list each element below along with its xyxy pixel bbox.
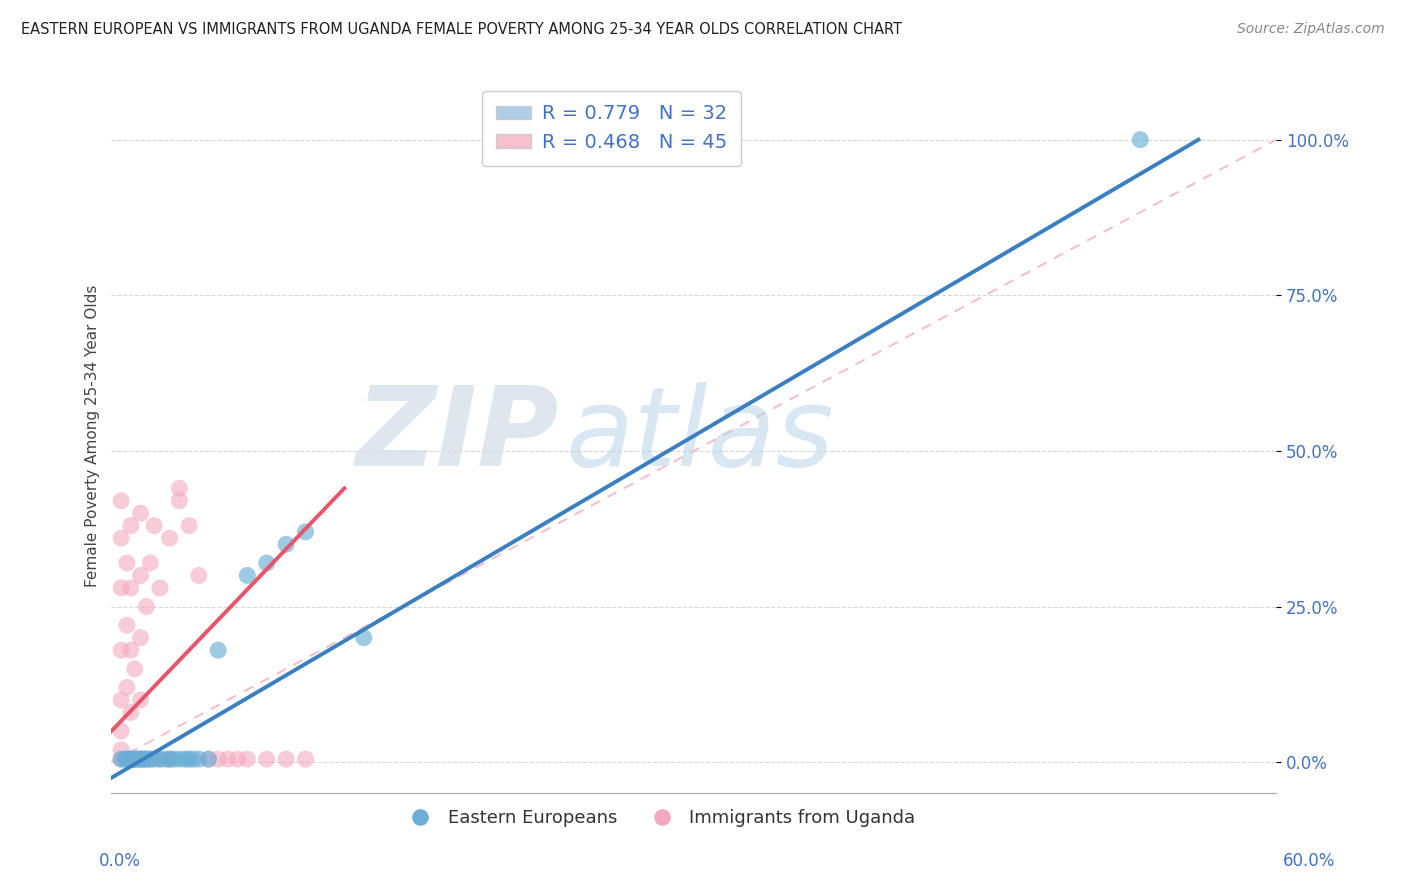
Point — [120, 643, 142, 657]
Point — [115, 681, 138, 695]
Point — [115, 556, 138, 570]
Point — [120, 752, 142, 766]
Point — [274, 752, 297, 766]
Point — [110, 643, 132, 657]
Point — [110, 581, 132, 595]
Point — [118, 752, 141, 766]
Point — [110, 724, 132, 739]
Point — [159, 752, 181, 766]
Point — [159, 531, 181, 545]
Point — [129, 506, 152, 520]
Point — [128, 752, 150, 766]
Point — [162, 752, 184, 766]
Text: ZIP: ZIP — [356, 382, 560, 489]
Point — [139, 752, 162, 766]
Point — [353, 631, 375, 645]
Text: 0.0%: 0.0% — [98, 852, 141, 870]
Point — [120, 581, 142, 595]
Point — [143, 752, 166, 766]
Point — [115, 618, 138, 632]
Point — [115, 752, 138, 766]
Point — [129, 693, 152, 707]
Point — [169, 493, 191, 508]
Point — [120, 518, 142, 533]
Point — [149, 752, 172, 766]
Point — [110, 743, 132, 757]
Y-axis label: Female Poverty Among 25-34 Year Olds: Female Poverty Among 25-34 Year Olds — [86, 285, 100, 587]
Point — [1129, 133, 1152, 147]
Point — [256, 556, 278, 570]
Text: 60.0%: 60.0% — [1284, 852, 1336, 870]
Point — [124, 752, 146, 766]
Point — [197, 752, 219, 766]
Point — [129, 631, 152, 645]
Point — [236, 568, 259, 582]
Point — [139, 752, 162, 766]
Point — [124, 752, 146, 766]
Point — [226, 752, 249, 766]
Point — [121, 752, 143, 766]
Point — [110, 493, 132, 508]
Point — [236, 752, 259, 766]
Point — [139, 556, 162, 570]
Point — [114, 752, 136, 766]
Point — [129, 752, 152, 766]
Point — [274, 537, 297, 551]
Point — [110, 752, 132, 766]
Point — [143, 518, 166, 533]
Point — [177, 752, 200, 766]
Point — [155, 752, 177, 766]
Point — [120, 706, 142, 720]
Point — [131, 752, 153, 766]
Point — [129, 752, 152, 766]
Point — [134, 752, 156, 766]
Point — [110, 693, 132, 707]
Point — [187, 568, 209, 582]
Point — [197, 752, 219, 766]
Point — [135, 599, 157, 614]
Text: EASTERN EUROPEAN VS IMMIGRANTS FROM UGANDA FEMALE POVERTY AMONG 25-34 YEAR OLDS : EASTERN EUROPEAN VS IMMIGRANTS FROM UGAN… — [21, 22, 903, 37]
Point — [294, 752, 316, 766]
Point — [125, 752, 148, 766]
Point — [149, 752, 172, 766]
Text: atlas: atlas — [565, 382, 834, 489]
Point — [217, 752, 239, 766]
Point — [174, 752, 197, 766]
Point — [187, 752, 209, 766]
Point — [177, 518, 200, 533]
Point — [129, 568, 152, 582]
Point — [120, 752, 142, 766]
Point — [207, 643, 229, 657]
Point — [169, 481, 191, 495]
Point — [124, 662, 146, 676]
Point — [169, 752, 191, 766]
Point — [159, 752, 181, 766]
Point — [115, 752, 138, 766]
Text: Source: ZipAtlas.com: Source: ZipAtlas.com — [1237, 22, 1385, 37]
Point — [149, 581, 172, 595]
Point — [135, 752, 157, 766]
Point — [110, 752, 132, 766]
Point — [207, 752, 229, 766]
Point — [256, 752, 278, 766]
Legend: Eastern Europeans, Immigrants from Uganda: Eastern Europeans, Immigrants from Ugand… — [395, 802, 922, 834]
Point — [110, 531, 132, 545]
Point — [181, 752, 204, 766]
Point — [294, 524, 316, 539]
Point — [135, 752, 157, 766]
